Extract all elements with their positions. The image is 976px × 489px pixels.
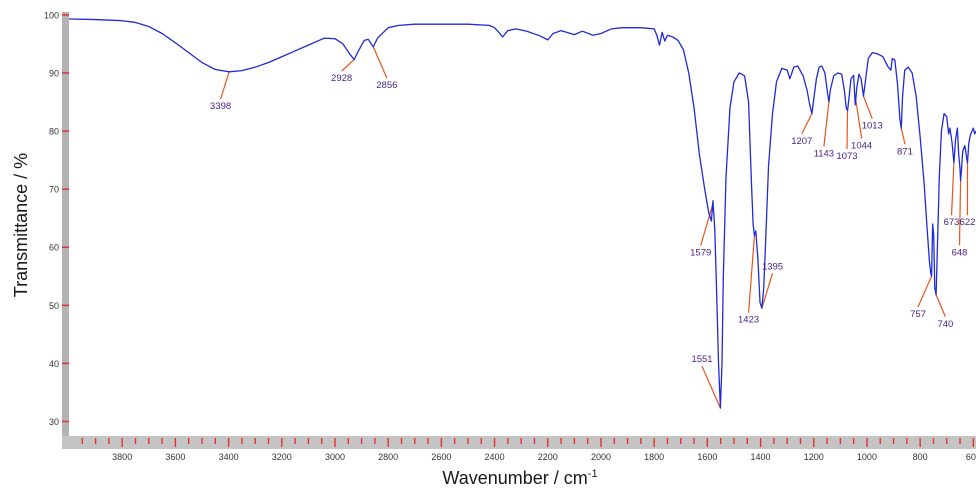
peak-label: 2856 xyxy=(376,80,397,91)
x-axis-label-superscript: -1 xyxy=(588,468,598,480)
y-tick-label: 30 xyxy=(49,417,59,427)
x-tick-label: 1600 xyxy=(697,452,717,462)
x-axis-ticks: 3800 3600 3400 3200 3000 2800 2600 2400 2200 2000… xyxy=(81,438,976,462)
peak-leader-line xyxy=(854,96,863,139)
spectrum-line xyxy=(68,18,976,409)
x-tick-label: 2600 xyxy=(431,452,451,462)
peak-leader-line xyxy=(761,273,774,309)
peak-annotation-lines xyxy=(220,46,969,409)
x-tick-label: 3000 xyxy=(325,452,345,462)
peak-label: 1207 xyxy=(791,136,812,147)
x-tick-label: 1200 xyxy=(804,452,824,462)
peak-label: 2928 xyxy=(331,73,352,84)
x-tick-label: 1800 xyxy=(644,452,664,462)
x-tick-label: 800 xyxy=(913,452,928,462)
peak-label: 1423 xyxy=(738,315,759,326)
peak-leader-line xyxy=(701,365,721,409)
x-tick-label: 1400 xyxy=(751,452,771,462)
peak-leader-line xyxy=(917,276,933,308)
x-tick-label: 2200 xyxy=(538,452,558,462)
x-axis-bar xyxy=(62,436,976,449)
x-tick-label: 3200 xyxy=(272,452,292,462)
peak-leader-line xyxy=(900,128,906,145)
x-tick-label: 1000 xyxy=(857,452,877,462)
peak-label: 1013 xyxy=(862,121,883,132)
peak-label: 1395 xyxy=(762,261,783,272)
peak-leader-line xyxy=(801,113,813,135)
y-tick-label: 60 xyxy=(49,243,59,253)
x-tick-label: 3600 xyxy=(165,452,185,462)
peak-leader-line xyxy=(846,110,849,149)
peak-label: 1579 xyxy=(690,247,711,258)
y-tick-label: 90 xyxy=(49,68,59,78)
x-tick-label: 3400 xyxy=(219,452,239,462)
peak-label: 673 xyxy=(944,217,960,228)
peak-label: 871 xyxy=(897,146,913,157)
y-tick-label: 50 xyxy=(49,301,59,311)
y-axis-label: Transmittance / % xyxy=(11,153,31,297)
peak-label: 757 xyxy=(910,309,926,320)
peak-leader-line xyxy=(862,96,873,119)
peak-label: 648 xyxy=(952,247,968,258)
peak-leader-line xyxy=(823,101,830,147)
peak-leader-line xyxy=(341,59,355,72)
peak-label: 1073 xyxy=(836,151,857,162)
peak-label: 740 xyxy=(937,319,953,330)
y-tick-label: 80 xyxy=(49,127,59,137)
peak-leader-line xyxy=(372,46,388,79)
peak-leader-line xyxy=(950,162,955,216)
peak-leader-line xyxy=(747,235,756,313)
peak-leader-line xyxy=(958,180,962,246)
x-tick-label: 2800 xyxy=(378,452,398,462)
x-tick-label: 3800 xyxy=(112,452,132,462)
y-tick-label: 70 xyxy=(49,185,59,195)
peak-leader-line xyxy=(220,71,230,100)
x-tick-label: 2400 xyxy=(485,452,505,462)
y-tick-label: 100 xyxy=(44,10,59,20)
peak-leader-line xyxy=(700,203,714,246)
x-tick-label: 2000 xyxy=(591,452,611,462)
peak-leader-line xyxy=(935,294,946,318)
y-axis-bar xyxy=(62,12,69,436)
peak-label: 1143 xyxy=(814,149,834,160)
peak-label: 622 xyxy=(960,217,976,228)
x-tick-label: 600 xyxy=(966,452,976,462)
x-axis-label: Wavenumber / cm-1 xyxy=(442,468,597,488)
y-tick-label: 40 xyxy=(49,359,59,369)
y-axis-ticks: 30 40 50 60 70 80 90 100 xyxy=(44,10,69,427)
peak-label: 3398 xyxy=(210,101,231,112)
peak-label: 1044 xyxy=(851,140,872,151)
peak-label: 1551 xyxy=(691,354,712,365)
